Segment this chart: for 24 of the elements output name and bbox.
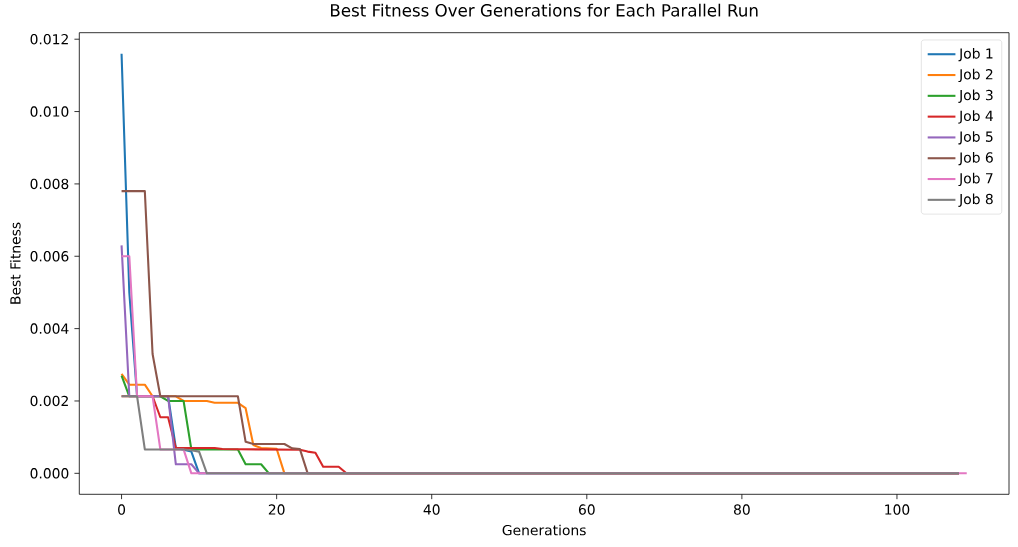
y-tick-label: 0.012: [30, 33, 68, 45]
x-axis-title: Generations: [502, 524, 586, 536]
legend-label: Job 6: [958, 151, 993, 166]
y-tick-label: 0.002: [30, 395, 68, 407]
x-tick-label: 40: [423, 504, 440, 515]
legend-label: Job 5: [958, 131, 993, 145]
legend-label: Job 2: [958, 68, 993, 83]
y-tick-label: 0.008: [30, 178, 69, 190]
y-tick-label: 0.006: [30, 251, 69, 262]
x-tick-label: 0: [118, 504, 126, 515]
y-axis-title: Best Fitness: [9, 222, 21, 304]
chart-title: Best Fitness Over Generations for Each Parallel Run: [331, 3, 758, 17]
y-tick-label: 0.000: [30, 468, 69, 479]
y-tick-label: 0.004: [30, 323, 69, 334]
y-tick-label: 0.010: [30, 106, 69, 117]
legend-label: Job 4: [958, 110, 993, 124]
x-tick-label: 100: [885, 504, 910, 515]
x-tick-label: 60: [578, 504, 595, 515]
legend-label: Job 8: [958, 193, 993, 207]
x-tick-label: 20: [268, 504, 285, 515]
legend-label: Job 1: [958, 47, 993, 62]
legend-label: Job 7: [958, 172, 993, 187]
legend-label: Job 3: [958, 89, 993, 103]
x-tick-label: 80: [734, 504, 750, 515]
